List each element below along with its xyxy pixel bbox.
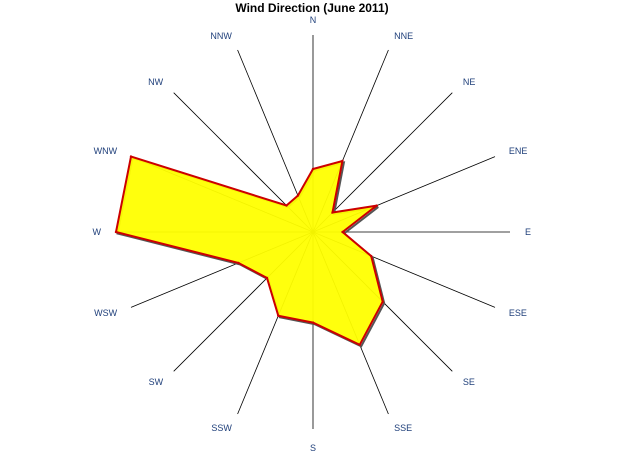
wind-area-series: [114, 155, 384, 347]
data-point-sse: [358, 343, 361, 346]
direction-label-wnw: WNW: [94, 146, 118, 156]
data-point-wsw: [237, 261, 240, 265]
data-point-nw: [285, 204, 288, 207]
direction-label-n: N: [310, 15, 317, 25]
direction-label-w: W: [93, 227, 102, 237]
direction-label-ene: ENE: [509, 146, 528, 156]
data-point-ene: [375, 204, 378, 207]
data-point-se: [381, 300, 384, 303]
data-point-wnw: [129, 155, 133, 158]
direction-label-e: E: [525, 227, 531, 237]
data-point-n: [311, 167, 315, 171]
direction-label-nne: NNE: [394, 31, 413, 41]
direction-label-sw: SW: [149, 377, 164, 387]
data-point-sw: [265, 276, 269, 280]
direction-label-se: SE: [463, 377, 475, 387]
chart-title: Wind Direction (June 2011): [235, 1, 388, 15]
data-point-w: [114, 230, 118, 234]
direction-label-sse: SSE: [394, 423, 412, 433]
direction-labels: N NNE NE ENE E ESE SE SSE S SSW SW WSW W WNW NW NNW: [93, 15, 532, 451]
wind-area-layer: [114, 155, 386, 348]
data-point-ese: [370, 254, 373, 258]
direction-label-ese: ESE: [509, 308, 527, 318]
data-point-e: [341, 230, 344, 234]
data-point-ne: [331, 211, 334, 214]
direction-label-nw: NW: [148, 77, 163, 87]
data-point-nnw: [296, 194, 300, 197]
direction-label-ne: NE: [463, 77, 476, 87]
data-point-s: [311, 321, 315, 324]
data-point-ssw: [277, 314, 280, 317]
direction-label-s: S: [310, 443, 316, 451]
direction-label-ssw: SSW: [211, 423, 232, 433]
data-point-nne: [341, 159, 344, 163]
direction-label-nnw: NNW: [210, 31, 232, 41]
spoke-ne: [312, 92, 453, 233]
direction-label-wsw: WSW: [94, 308, 117, 318]
